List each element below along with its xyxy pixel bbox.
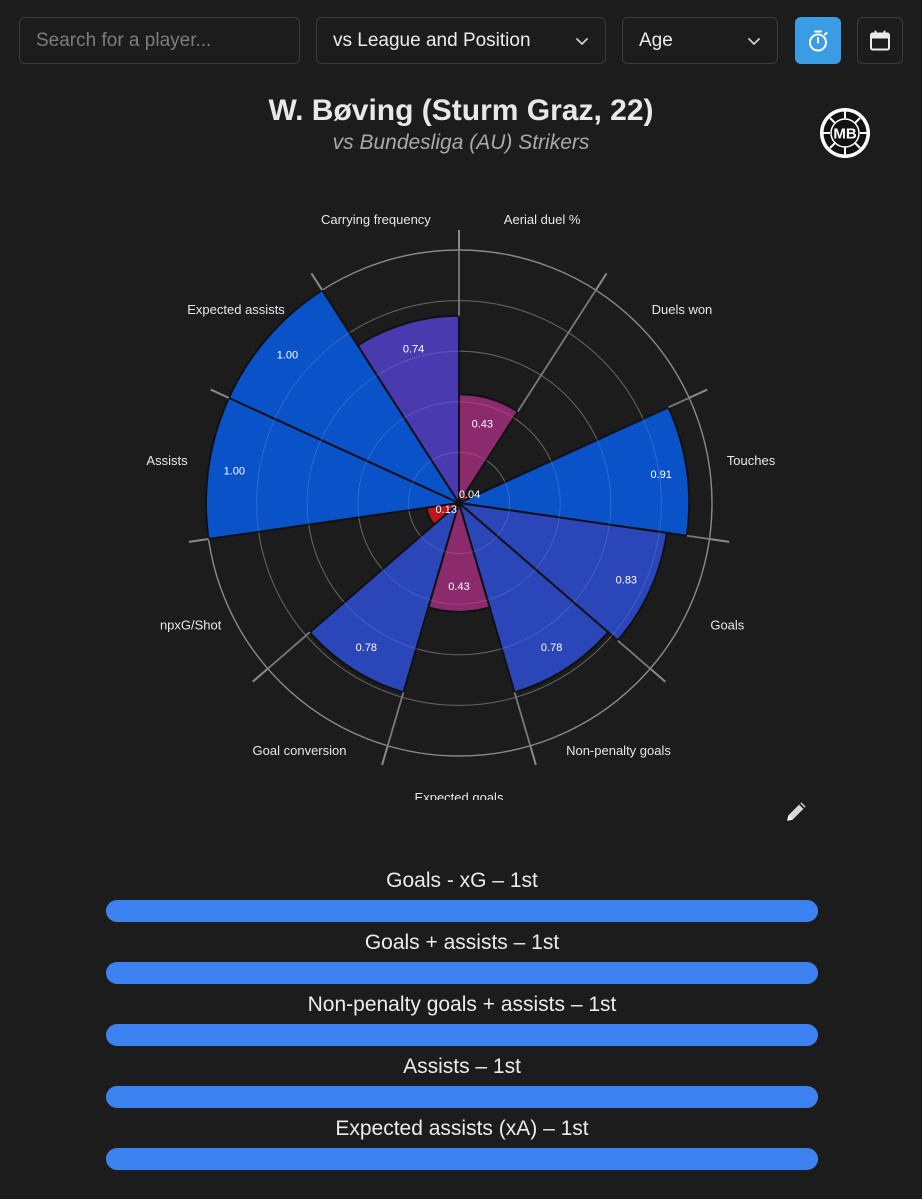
radar-spoke bbox=[617, 639, 651, 670]
radar-tick bbox=[649, 667, 666, 683]
rank-item: Goals - xG – 1st bbox=[106, 866, 818, 928]
radar-spokes bbox=[188, 230, 730, 766]
radar-tick bbox=[709, 538, 730, 543]
radar-category-labels: Aerial duel % Duels won Touches Goals Non-pe… bbox=[146, 212, 775, 800]
radar-tick bbox=[188, 538, 209, 543]
chevron-down-icon bbox=[576, 38, 588, 45]
rank-label: Goals - xG – 1st bbox=[386, 869, 538, 892]
pencil-icon[interactable] bbox=[784, 798, 810, 824]
radar-category-label: Assists bbox=[146, 453, 188, 468]
radar-category-label: Non-penalty goals bbox=[566, 743, 671, 758]
chevron-down-icon bbox=[748, 38, 760, 45]
radar-spoke bbox=[668, 397, 690, 409]
rank-label: Goals + assists – 1st bbox=[364, 931, 560, 954]
radar-spoke bbox=[686, 534, 710, 540]
toolbar: vs League and Position Age bbox=[19, 17, 905, 65]
page-subtitle: vs Bundesliga (AU) Strikers bbox=[332, 131, 590, 154]
radar-tick bbox=[688, 388, 708, 399]
stopwatch-icon bbox=[809, 30, 828, 51]
rank-list: Goals - xG – 1st Goals + assists – 1st N… bbox=[106, 866, 818, 1176]
rank-item: Goals + assists – 1st bbox=[106, 928, 818, 990]
radar-value-label: 1.00 bbox=[277, 349, 298, 361]
radar-value-label: 0.83 bbox=[616, 574, 637, 586]
rank-bar bbox=[106, 1086, 818, 1108]
logo-text: MB bbox=[833, 126, 856, 143]
radar-wedge bbox=[356, 314, 460, 507]
rank-bar-track bbox=[106, 1024, 818, 1046]
radar-tick bbox=[594, 272, 608, 291]
rank-label: Non-penalty goals + assists – 1st bbox=[307, 993, 617, 1016]
radar-category-label: Expected assists bbox=[187, 302, 285, 317]
radar-value-label: 0.91 bbox=[650, 469, 671, 481]
rank-item: Assists – 1st bbox=[106, 1052, 818, 1114]
rank-bar-track bbox=[106, 1086, 818, 1108]
radar-value-label: 0.78 bbox=[541, 642, 562, 654]
radar-category-label: Aerial duel % bbox=[504, 212, 581, 227]
search-input[interactable] bbox=[19, 17, 300, 64]
rank-bar-track bbox=[106, 1148, 818, 1170]
radar-category-label: npxG/Shot bbox=[160, 618, 222, 633]
radar-tick bbox=[210, 388, 230, 399]
radar-category-label: Expected goals bbox=[415, 790, 504, 800]
radar-spoke bbox=[517, 289, 597, 412]
comparison-select-value: vs League and Position bbox=[333, 29, 531, 51]
age-select-value: Age bbox=[639, 29, 673, 51]
rank-item: Expected assists (xA) – 1st bbox=[106, 1114, 818, 1176]
radar-chart: 0.43 0.04 0.91 0.83 0.78 0.43 0.78 0.13 1.00 1.00… bbox=[146, 212, 775, 800]
radar-category-label: Touches bbox=[727, 453, 776, 468]
rank-bar-track bbox=[106, 900, 818, 922]
grid-ring-overlay bbox=[357, 401, 561, 605]
radar-wedge bbox=[457, 500, 610, 694]
calendar-icon bbox=[870, 30, 890, 50]
rank-item: Non-penalty goals + assists – 1st bbox=[106, 990, 818, 1052]
radar-value-labels: 0.43 0.04 0.91 0.83 0.78 0.43 0.78 0.13 1.00 1.00… bbox=[224, 343, 672, 654]
radar-value-label: 0.78 bbox=[356, 642, 377, 654]
radar-value-label: 0.43 bbox=[472, 419, 493, 431]
radar-tick bbox=[529, 745, 537, 766]
radar-wedge bbox=[455, 501, 668, 642]
grid-ring-overlay bbox=[407, 451, 511, 555]
comparison-select[interactable]: vs League and Position bbox=[316, 17, 606, 64]
rank-bar bbox=[106, 900, 818, 922]
rank-bar bbox=[106, 962, 818, 984]
radar-category-label: Goal conversion bbox=[253, 743, 347, 758]
rank-bar-track bbox=[106, 962, 818, 984]
calendar-button[interactable] bbox=[857, 17, 903, 64]
radar-value-label: 0.43 bbox=[448, 581, 469, 593]
radar-tick bbox=[310, 272, 324, 291]
radar-wedge bbox=[308, 500, 461, 694]
radar-bars bbox=[205, 288, 691, 706]
radar-tick bbox=[381, 745, 389, 766]
rank-bar bbox=[106, 1024, 818, 1046]
radar-category-label: Goals bbox=[710, 618, 744, 633]
radar-wedge bbox=[227, 288, 462, 506]
page-title: W. Bøving (Sturm Graz, 22) bbox=[268, 94, 654, 127]
radar-spoke bbox=[513, 692, 532, 747]
radar-value-label: 0.04 bbox=[459, 489, 480, 501]
rank-bar bbox=[106, 1148, 818, 1170]
radar-value-label: 1.00 bbox=[224, 466, 245, 478]
radar-wedge bbox=[455, 406, 691, 537]
radar-spoke bbox=[386, 692, 405, 747]
radar-category-label: Duels won bbox=[652, 302, 713, 317]
rank-label: Expected assists (xA) – 1st bbox=[335, 1117, 589, 1140]
radar-category-label: Carrying frequency bbox=[321, 212, 431, 227]
age-select[interactable]: Age bbox=[622, 17, 778, 64]
radar-value-label: 0.13 bbox=[436, 504, 457, 516]
radar-wedge bbox=[205, 396, 463, 541]
radar-spoke bbox=[267, 631, 311, 670]
rank-label: Assists – 1st bbox=[403, 1055, 521, 1078]
timer-button[interactable] bbox=[795, 17, 841, 64]
radar-tick bbox=[252, 667, 269, 683]
grid-ring-overlay bbox=[306, 350, 612, 656]
radar-value-label: 0.74 bbox=[403, 343, 424, 355]
brand-logo: MB bbox=[820, 108, 870, 158]
